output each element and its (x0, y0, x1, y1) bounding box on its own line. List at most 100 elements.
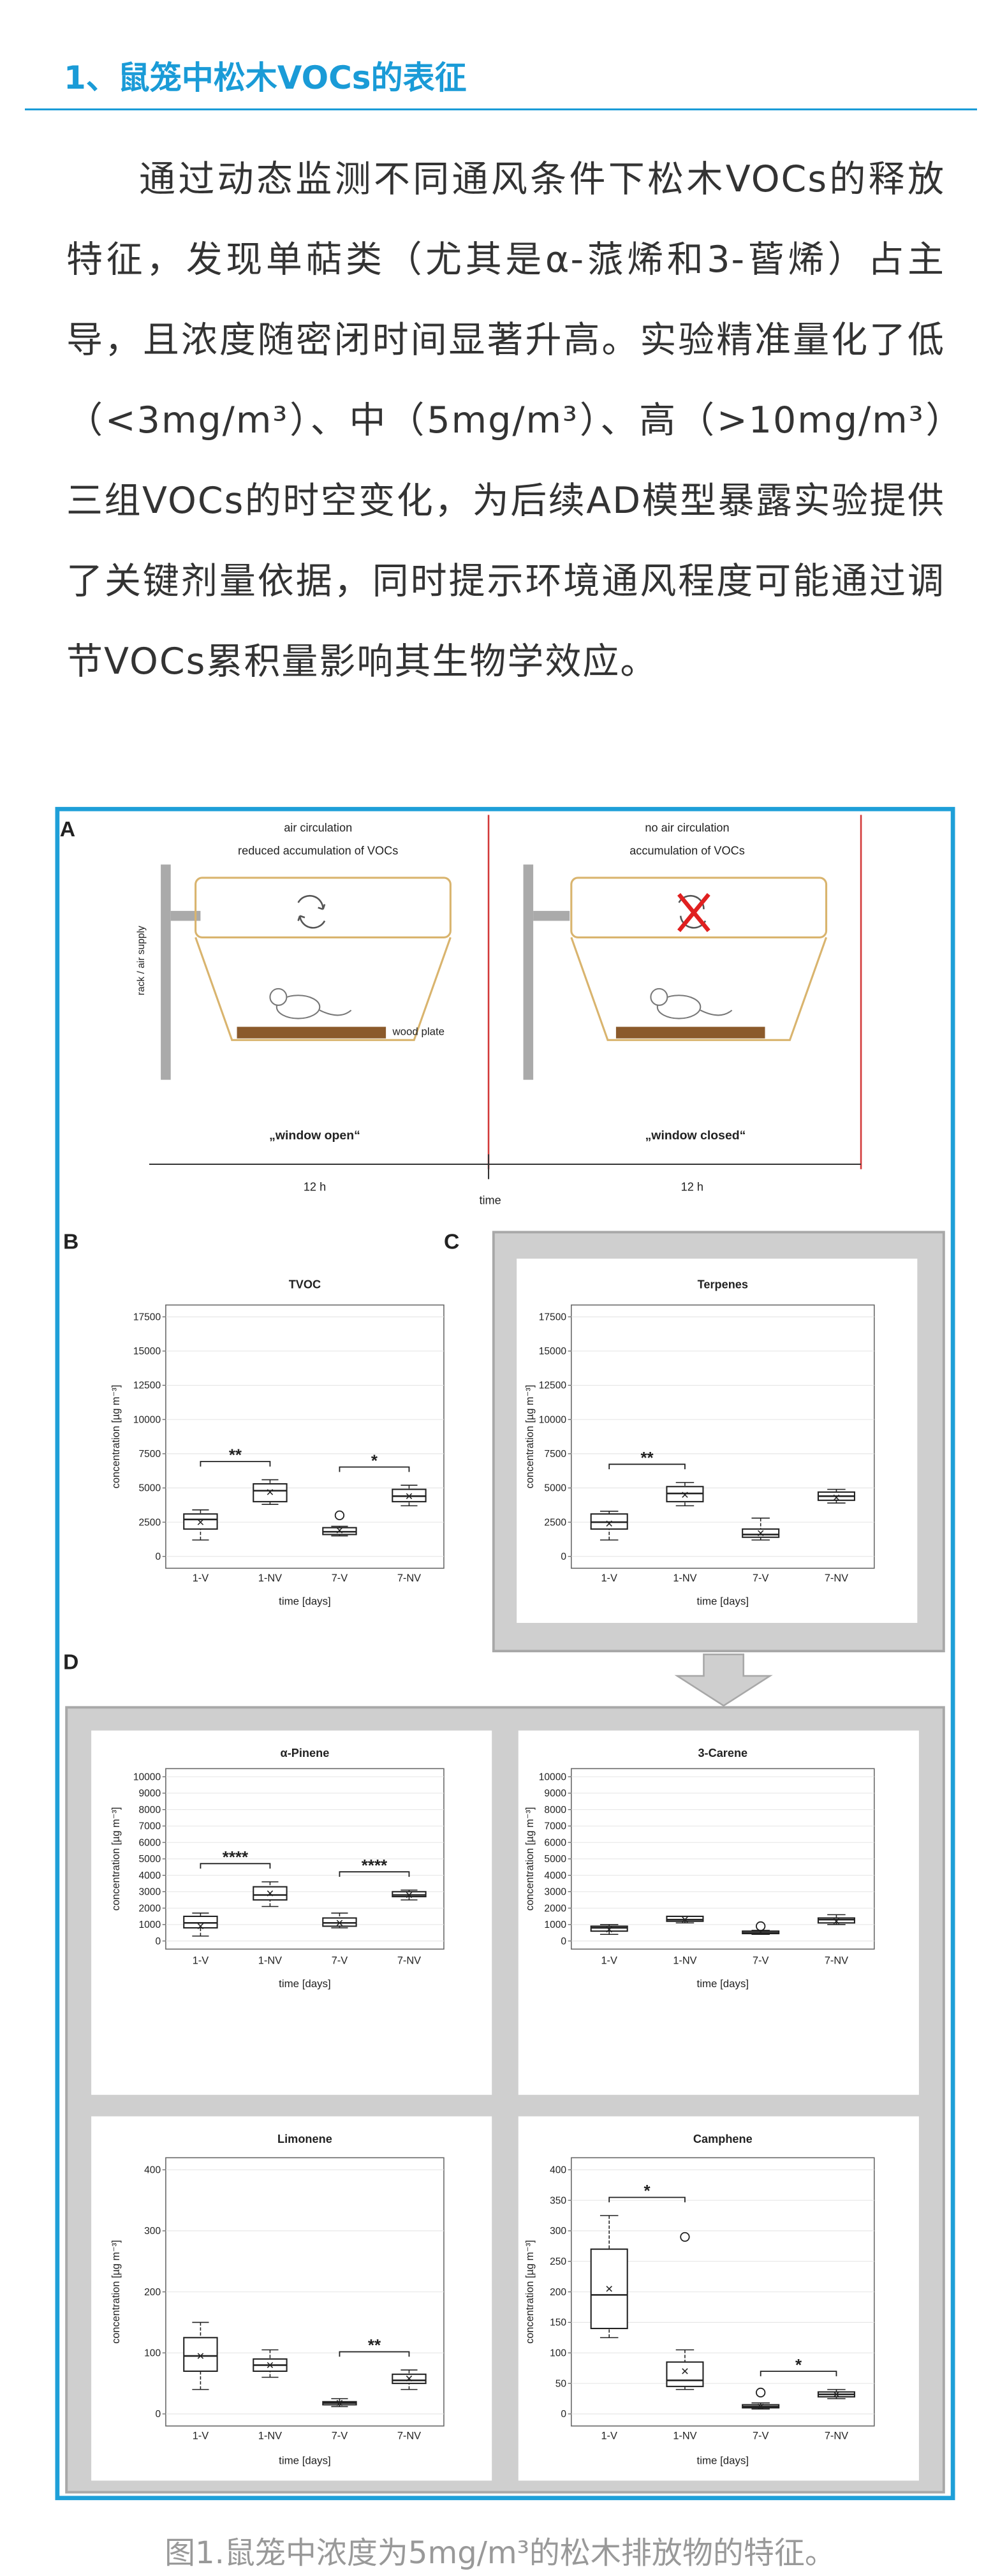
x-tick-label: 1-NV (673, 1573, 696, 1584)
x-tick-label: 1-NV (673, 2431, 696, 2442)
figure: A air circulation reduced accumulation o… (55, 806, 955, 2501)
cage-left (161, 864, 452, 1080)
mean-marker (267, 2362, 274, 2369)
y-tick-label: 7500 (544, 1449, 566, 1460)
box (183, 2337, 218, 2372)
significance-bracket (339, 2351, 410, 2357)
significance-label: **** (223, 1849, 249, 1867)
time-label: time (479, 1194, 501, 1206)
y-tick-label: 7500 (138, 1449, 161, 1460)
y-tick-label: 1000 (544, 1920, 566, 1930)
y-tick-label: 10000 (539, 1414, 567, 1425)
x-tick-label: 7-V (753, 2431, 769, 2442)
y-tick-label: 3000 (544, 1887, 566, 1898)
duration-label: 12 h (681, 1181, 703, 1194)
mean-marker (606, 1926, 612, 1933)
heading-rule (25, 108, 977, 110)
y-tick-label: 12500 (133, 1381, 161, 1391)
mean-marker (606, 1520, 612, 1527)
y-tick-label: 15000 (539, 1346, 567, 1357)
duration-label: 12 h (304, 1181, 326, 1194)
mean-marker (682, 2368, 688, 2374)
y-tick-label: 2500 (138, 1517, 161, 1528)
significance-bracket (608, 1463, 686, 1470)
y-tick-label: 50 (555, 2378, 567, 2389)
y-tick-label: 0 (155, 2409, 161, 2420)
significance-label: ** (229, 1447, 242, 1465)
mean-marker (757, 2403, 764, 2410)
chart-title: 3-Carene (698, 1747, 747, 1759)
cage-right (523, 864, 828, 1080)
x-tick-label: 7-V (753, 1955, 769, 1967)
y-tick-label: 5000 (138, 1854, 161, 1865)
outlier (756, 2387, 766, 2398)
y-tick-label: 0 (561, 1551, 566, 1562)
y-tick-label: 250 (550, 2256, 566, 2267)
significance-label: **** (362, 1857, 388, 1875)
x-tick-label: 7-V (332, 2431, 348, 2442)
y-tick-label: 8000 (138, 1805, 161, 1816)
y-tick-label: 400 (144, 2165, 161, 2175)
chart-title: Limonene (277, 2133, 332, 2145)
mean-marker (833, 1918, 840, 1925)
x-axis-label: time [days] (697, 2455, 749, 2467)
body-paragraph: 通过动态监测不同通风条件下松木VOCs的释放特征，发现单萜类（尤其是α-蒎烯和3… (66, 158, 945, 683)
y-tick-label: 6000 (138, 1837, 161, 1848)
y-axis-label: concentration [µg m⁻³] (524, 2240, 536, 2343)
x-axis-label: time [days] (697, 1595, 749, 1607)
mean-marker (406, 2375, 413, 2382)
x-tick-label: 1-NV (258, 1955, 282, 1967)
box (666, 2361, 704, 2387)
y-tick-label: 15000 (133, 1346, 161, 1357)
y-tick-label: 0 (155, 1936, 161, 1947)
chart-title: Camphene (693, 2133, 753, 2145)
y-tick-label: 17500 (133, 1312, 161, 1322)
y-tick-label: 7000 (544, 1821, 566, 1832)
significance-bracket (339, 1466, 410, 1472)
condition-title: reduced accumulation of VOCs (238, 845, 398, 857)
significance-label: * (644, 2182, 651, 2200)
outlier (680, 2232, 690, 2242)
x-tick-label: 7-V (753, 1573, 769, 1584)
section-heading: 1、鼠笼中松木VOCs的表征 (64, 59, 467, 96)
y-tick-label: 10000 (539, 1772, 567, 1782)
x-tick-label: 7-NV (825, 2431, 848, 2442)
y-tick-label: 5000 (138, 1483, 161, 1494)
y-tick-label: 17500 (539, 1312, 567, 1322)
mean-marker (406, 1493, 413, 1500)
mean-marker (197, 1923, 204, 1930)
x-axis-label: time [days] (279, 2455, 331, 2467)
condition-title: accumulation of VOCs (629, 845, 745, 857)
significance-bracket (608, 2196, 686, 2203)
condition-caption: „window open“ (269, 1129, 360, 1143)
y-tick-label: 4000 (544, 1870, 566, 1881)
y-tick-label: 1000 (138, 1920, 161, 1930)
y-tick-label: 200 (144, 2287, 161, 2298)
y-axis-label: concentration [µg m⁻³] (110, 1807, 122, 1911)
significance-bracket (200, 1461, 271, 1467)
y-tick-label: 8000 (544, 1805, 566, 1816)
chart-title: α-Pinene (281, 1747, 330, 1759)
x-tick-label: 1-V (601, 2431, 617, 2442)
x-tick-label: 1-NV (673, 1955, 696, 1967)
mean-marker (682, 1916, 688, 1923)
x-tick-label: 7-V (332, 1573, 348, 1584)
mean-marker (682, 1492, 688, 1498)
y-tick-label: 200 (550, 2287, 566, 2298)
mean-marker (197, 1519, 204, 1525)
y-tick-label: 0 (155, 1551, 161, 1562)
x-tick-label: 1-V (601, 1573, 617, 1584)
x-tick-label: 1-NV (258, 2431, 282, 2442)
x-tick-label: 7-NV (825, 1573, 848, 1584)
mean-marker (267, 1890, 274, 1897)
y-tick-label: 400 (550, 2165, 566, 2175)
outlier (756, 1921, 766, 1932)
x-tick-label: 7-NV (397, 1573, 421, 1584)
x-axis-label: time [days] (279, 1595, 331, 1607)
panel-label: C (444, 1229, 459, 1254)
panel-label: B (63, 1229, 78, 1254)
plate-label: wood plate (392, 1026, 445, 1038)
significance-label: * (795, 2357, 802, 2374)
y-tick-label: 2000 (138, 1903, 161, 1914)
x-tick-label: 1-V (601, 1955, 617, 1967)
